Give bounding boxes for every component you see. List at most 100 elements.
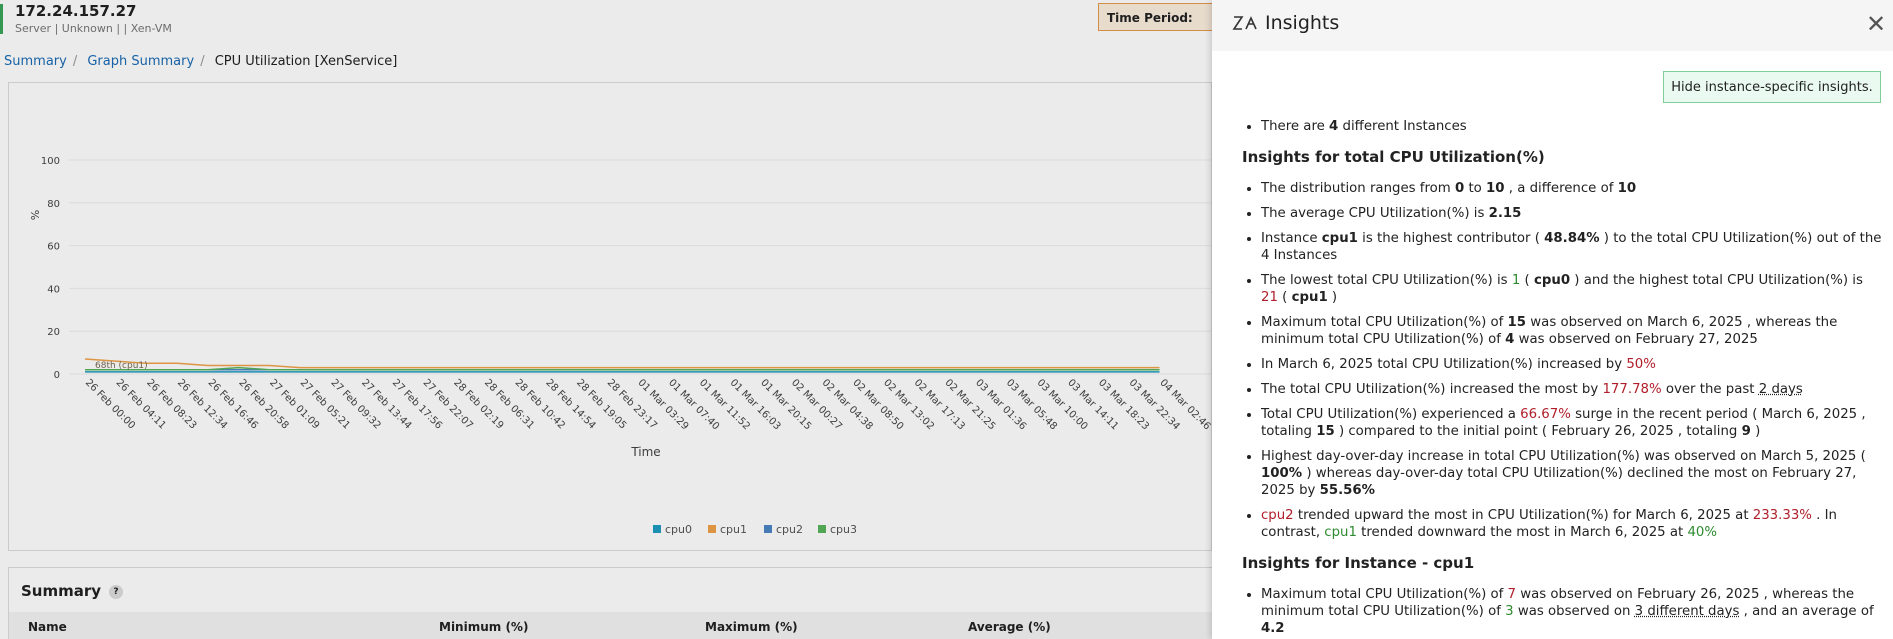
y-tick-label: 80 <box>47 199 60 210</box>
insight-highlight: 66.67% <box>1520 407 1571 422</box>
help[interactable]: ? <box>109 584 124 599</box>
insights-icon <box>1232 16 1257 30</box>
insight-text: ) whereas day-over-day total CPU Utiliza… <box>1261 466 1857 498</box>
column-header: Minimum (%) <box>439 620 529 634</box>
legend-swatch <box>708 525 716 533</box>
insight-highlight: cpu1 <box>1291 290 1328 305</box>
insight-highlight: 3 <box>1505 604 1514 619</box>
insight-list: There are 4 different Instances <box>1212 118 1882 135</box>
insight-highlight: 233.33% <box>1752 508 1812 523</box>
insight-highlight: cpu1 <box>1321 231 1358 246</box>
insight-text: over the past <box>1661 382 1759 397</box>
legend-swatch <box>764 525 772 533</box>
insight-highlight: 15 <box>1507 315 1527 330</box>
insight-highlight: cpu2 <box>1261 508 1294 523</box>
insight-highlight: cpu0 <box>1533 273 1571 288</box>
insights-body: There are 4 different Instances Insights … <box>1212 118 1882 639</box>
insight-text: Maximum total CPU Utilization(%) of <box>1261 315 1508 330</box>
insight-text: , a difference of <box>1504 181 1618 196</box>
insight-highlight: 3 different days <box>1634 604 1740 619</box>
insight-text: ) compared to the initial point ( Februa… <box>1334 424 1742 439</box>
insight-text: ) <box>1327 290 1338 305</box>
insight-text: ) <box>1750 424 1761 439</box>
insight-text: ( <box>1520 273 1534 288</box>
toggle-button[interactable]: Hide instance-specific insights. <box>1663 71 1881 103</box>
insight-item: The average CPU Utilization(%) is 2.15 <box>1261 205 1882 222</box>
insight-item: The total CPU Utilization(%) increased t… <box>1261 381 1882 398</box>
insight-text: In March 6, 2025 total CPU Utilization(%… <box>1261 357 1627 372</box>
column-header: Average (%) <box>968 620 1051 634</box>
insight-item: There are 4 different Instances <box>1261 118 1882 135</box>
series-line <box>84 358 1160 369</box>
insight-text: was observed on February 27, 2025 <box>1514 332 1758 347</box>
insight-text: ) and the highest total CPU Utilization(… <box>1570 273 1863 288</box>
column-header: Name <box>28 620 67 634</box>
insight-highlight: 7 <box>1507 587 1517 602</box>
insight-text: , and an average of <box>1739 604 1874 619</box>
panel-header <box>1212 0 1893 51</box>
host: 172.24.157.27 <box>15 2 137 20</box>
insight-highlight: 48.84% <box>1544 231 1600 246</box>
insight-item: In March 6, 2025 total CPU Utilization(%… <box>1261 356 1882 373</box>
y-tick-label: 20 <box>47 327 60 338</box>
crumb-current: CPU Utilization [XenService] <box>214 54 398 69</box>
insight-highlight: 100% <box>1261 466 1303 481</box>
insight-highlight: 4.2 <box>1261 621 1285 636</box>
host-subtitle: Server | Unknown | | Xen-VM <box>15 22 172 35</box>
crumb-link[interactable]: Summary <box>4 54 67 69</box>
column-header: Maximum (%) <box>705 620 798 634</box>
insight-highlight: 21 <box>1261 290 1278 305</box>
insight-text: Instance <box>1261 231 1322 246</box>
close[interactable]: ✕ <box>1866 10 1887 38</box>
insight-highlight: 40% <box>1687 525 1717 540</box>
insight-highlight: 15 <box>1316 424 1335 439</box>
breadcrumb: Summary / Graph Summary / CPU Utilization … <box>4 54 398 69</box>
summary-title-text: Summary <box>21 582 102 600</box>
insight-text: The total CPU Utilization(%) increased t… <box>1261 382 1603 397</box>
legend-swatch <box>818 525 826 533</box>
overlay[interactable] <box>0 0 1212 639</box>
y-tick-label: 60 <box>47 242 60 253</box>
insight-item: Instance cpu1 is the highest contributor… <box>1261 230 1882 264</box>
insight-highlight: 55.56% <box>1319 483 1375 498</box>
y-tick-label: 0 <box>54 370 60 381</box>
annotation: 68th (cpu1) <box>95 361 148 371</box>
insight-text: ) to the total CPU Utilization(%) out of… <box>1261 231 1882 263</box>
insight-text: is the highest contributor ( <box>1357 231 1545 246</box>
insight-highlight: cpu1 <box>1324 525 1357 540</box>
insight-text: ( <box>1277 290 1292 305</box>
summary-title: Summary? <box>21 582 124 600</box>
section-heading: Insights for Instance - cpu1 <box>1242 554 1475 572</box>
legend-label: cpu3 <box>830 523 857 536</box>
insight-highlight: 0 <box>1454 181 1465 196</box>
insight-highlight: 50% <box>1626 357 1656 372</box>
insight-highlight: 10 <box>1486 181 1505 196</box>
status-bar <box>0 4 3 34</box>
insight-text: The lowest total CPU Utilization(%) is <box>1261 273 1512 288</box>
summary: Summary? Name Minimum (%) Maximum (%) Av… <box>8 567 1214 639</box>
chart-box: 0 20 40 60 80 100% Time 26 Feb 00:00 26 Feb 04:1… <box>8 82 1212 551</box>
insight-item: Highest day-over-day increase in total C… <box>1261 448 1882 499</box>
crumb-link[interactable]: Graph Summary <box>87 54 195 69</box>
insight-text: Total CPU Utilization(%) experienced a <box>1261 407 1521 422</box>
table-header <box>9 612 1213 639</box>
y-axis-label: % <box>29 210 42 220</box>
insight-highlight: 4 <box>1505 332 1515 347</box>
insight-item: Total CPU Utilization(%) experienced a 6… <box>1261 406 1882 440</box>
insight-list: Maximum total CPU Utilization(%) of 7 wa… <box>1212 586 1882 637</box>
insight-text: . In contrast, <box>1261 508 1837 540</box>
insight-text: The distribution ranges from <box>1261 181 1455 196</box>
insight-highlight: 2 days <box>1758 382 1803 397</box>
insight-text: to <box>1464 181 1487 196</box>
insight-text: surge in the recent period ( March 6, 20… <box>1261 407 1866 439</box>
series-line <box>85 366 1160 371</box>
legend-swatch <box>653 525 661 533</box>
legend-label: cpu2 <box>776 523 803 536</box>
insights-panel: Insights ✕ Hide instance-specific insigh… <box>1212 0 1893 639</box>
panel-title: Insights <box>1265 12 1340 34</box>
insight-item: Maximum total CPU Utilization(%) of 7 wa… <box>1261 586 1882 637</box>
insight-highlight: 1 <box>1511 273 1521 288</box>
insight-item: Maximum total CPU Utilization(%) of 15 w… <box>1261 314 1882 348</box>
